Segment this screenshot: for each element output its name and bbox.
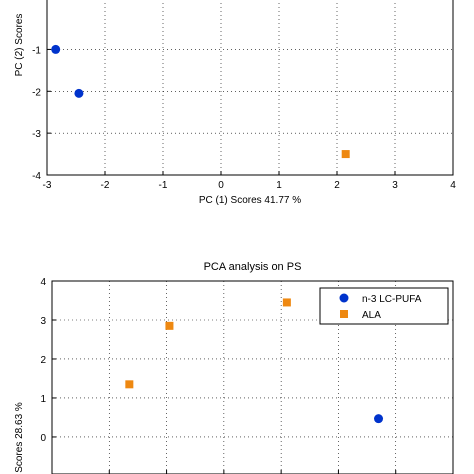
legend-label: n-3 LC-PUFA bbox=[362, 294, 422, 305]
y-axis-label: PC (2) Scores bbox=[14, 14, 25, 77]
pca-ps-chart-bottom: 0 1 2 3 4 (2) Scores 28.63 % PCA analysis on P… bbox=[14, 261, 454, 474]
legend-ala-marker bbox=[340, 310, 348, 318]
x-tick-label: 0 bbox=[218, 180, 224, 191]
chart-title: PCA analysis on PS bbox=[204, 261, 302, 273]
pc-scores-chart-top: -3 -2 -1 0 1 2 3 4-4-3-2-1PC (1) Scores 41.77 %… bbox=[14, 0, 456, 206]
y-tick-label: 4 bbox=[40, 277, 46, 288]
x-axis-label: PC (1) Scores 41.77 % bbox=[199, 195, 301, 206]
ala-point bbox=[125, 380, 134, 389]
x-tick-label: 1 bbox=[276, 180, 282, 191]
x-tick-label: -1 bbox=[159, 180, 168, 191]
y-tick-label: -2 bbox=[32, 87, 41, 98]
ala-point bbox=[165, 321, 174, 330]
x-tick-label: 3 bbox=[392, 180, 398, 191]
y-tick-label: 3 bbox=[40, 316, 46, 327]
x-tick-label: -3 bbox=[43, 180, 52, 191]
y-tick-label: -4 bbox=[32, 171, 41, 182]
plot-frame bbox=[46, 0, 454, 176]
n3-lc-pufa-point bbox=[51, 44, 61, 54]
x-tick-label: -2 bbox=[101, 180, 110, 191]
n3-lc-pufa-point bbox=[74, 88, 84, 98]
y-tick-label: 0 bbox=[40, 433, 46, 444]
ala-point bbox=[282, 298, 291, 307]
x-tick-label: 4 bbox=[450, 180, 456, 191]
legend-label: ALA bbox=[362, 310, 381, 321]
y-tick-label: -1 bbox=[32, 45, 41, 56]
y-tick-label: 2 bbox=[40, 355, 46, 366]
n3-lc-pufa-point bbox=[374, 414, 384, 424]
legend-n3-marker bbox=[339, 293, 349, 303]
x-tick-label: 2 bbox=[334, 180, 340, 191]
y-tick-label: 1 bbox=[40, 394, 46, 405]
ala-point bbox=[341, 150, 350, 159]
y-tick-label: -3 bbox=[32, 129, 41, 140]
y-axis-label: (2) Scores 28.63 % bbox=[14, 402, 25, 474]
